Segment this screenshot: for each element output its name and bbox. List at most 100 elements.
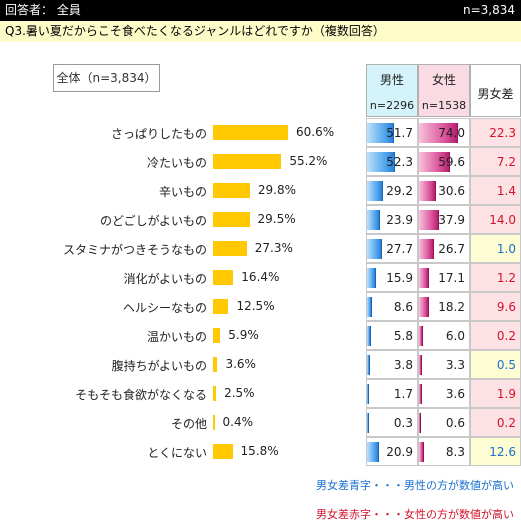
male-bar <box>367 326 371 346</box>
diff-value-label: 1.4 <box>496 184 516 198</box>
male-cell: 27.7 <box>366 234 418 263</box>
male-bar <box>367 239 383 259</box>
male-value-label: 15.9 <box>386 271 413 285</box>
male-cell: 8.6 <box>366 292 418 321</box>
male-bar <box>367 181 383 201</box>
overall-value-label: 60.6% <box>296 125 335 139</box>
female-value-label: 8.3 <box>445 445 465 459</box>
diff-cell: 1.2 <box>470 263 521 292</box>
respondent-count: n=3,834 <box>462 3 515 17</box>
female-bar <box>419 442 425 462</box>
overall-bar <box>213 212 250 227</box>
overall-bar <box>213 386 217 401</box>
category-label: スタミナがつきそうなもの <box>62 243 207 257</box>
female-bar <box>419 239 434 259</box>
overall-value-label: 27.3% <box>254 241 293 255</box>
male-cell: 23.9 <box>366 205 418 234</box>
question-bar: Q3.暑い夏だからこそ食べたくなるジャンルはどれですか（複数回答） <box>0 21 521 42</box>
male-value-label: 20.9 <box>386 445 413 459</box>
diff-value-label: 22.3 <box>489 126 516 140</box>
category-label: とくにない <box>147 446 207 460</box>
male-bar <box>367 355 370 375</box>
question-title: Q3.暑い夏だからこそ食べたくなるジャンルはどれですか（複数回答） <box>5 24 385 38</box>
female-bar <box>419 297 430 317</box>
male-cell: 29.2 <box>366 176 418 205</box>
respondent-label: 回答者： 全員 <box>5 3 81 17</box>
female-value-label: 37.9 <box>438 213 465 227</box>
overall-bar <box>213 154 282 169</box>
male-value-label: 51.7 <box>386 126 413 140</box>
female-cell: 74.0 <box>418 118 470 147</box>
male-cell: 52.3 <box>366 147 418 176</box>
diff-cell: 0.2 <box>470 408 521 437</box>
category-label: 消化がよいもの <box>123 272 207 286</box>
diff-value-label: 7.2 <box>496 155 516 169</box>
diff-cell: 0.5 <box>470 350 521 379</box>
male-cell: 15.9 <box>366 263 418 292</box>
male-bar <box>367 297 373 317</box>
category-label: 温かいもの <box>146 330 207 344</box>
category-label: 辛いもの <box>158 185 207 199</box>
overall-bar <box>213 299 229 314</box>
male-value-label: 8.6 <box>393 300 413 314</box>
male-header-title: 男性 <box>379 73 404 87</box>
overall-value-label: 3.6% <box>225 357 256 371</box>
diff-value-label: 12.6 <box>489 445 516 459</box>
female-header-n: n=1538 <box>421 99 467 112</box>
male-value-label: 29.2 <box>386 184 413 198</box>
diff-cell: 7.2 <box>470 147 521 176</box>
female-value-label: 6.0 <box>445 329 465 343</box>
diff-header-title: 男女差 <box>477 87 514 101</box>
female-value-label: 26.7 <box>438 242 465 256</box>
male-cell: 51.7 <box>366 118 418 147</box>
male-value-label: 27.7 <box>386 242 413 256</box>
diff-value-label: 0.2 <box>496 329 516 343</box>
female-cell: 17.1 <box>418 263 470 292</box>
overall-value-label: 0.4% <box>222 415 254 429</box>
category-label: 腹持ちがよいもの <box>111 359 207 373</box>
male-value-label: 52.3 <box>386 155 413 169</box>
female-cell: 8.3 <box>418 437 470 466</box>
diff-value-label: 14.0 <box>489 213 516 227</box>
female-value-label: 74.0 <box>438 126 465 140</box>
diff-cell: 22.3 <box>470 118 521 147</box>
diff-value-label: 9.6 <box>496 300 516 314</box>
male-cell: 20.9 <box>366 437 418 466</box>
respondent-bar: 回答者： 全員 n=3,834 <box>0 0 521 21</box>
legend-red: 男女差赤字・・・女性の方が数値が高い <box>316 508 514 521</box>
male-cell: 3.8 <box>366 350 418 379</box>
male-column-header: 男性 n=2296 <box>366 64 418 117</box>
diff-cell: 1.4 <box>470 176 521 205</box>
category-label: ヘルシーなもの <box>122 301 207 315</box>
male-cell: 0.3 <box>366 408 418 437</box>
male-cell: 1.7 <box>366 379 418 408</box>
male-bar <box>367 210 381 230</box>
male-bar <box>367 152 395 172</box>
female-bar <box>419 268 429 288</box>
overall-bar <box>213 241 247 256</box>
female-bar <box>419 413 421 433</box>
male-value-label: 23.9 <box>386 213 413 227</box>
diff-cell: 14.0 <box>470 205 521 234</box>
male-cell: 5.8 <box>366 321 418 350</box>
overall-value-label: 2.5% <box>224 386 255 400</box>
male-bar <box>367 268 377 288</box>
overall-bar <box>213 444 233 459</box>
female-cell: 3.6 <box>418 379 470 408</box>
diff-column-header: 男女差 <box>470 64 521 117</box>
female-bar <box>419 181 436 201</box>
diff-value-label: 0.2 <box>496 416 516 430</box>
female-cell: 3.3 <box>418 350 470 379</box>
diff-value-label: 0.5 <box>496 358 516 372</box>
total-sample-box: 全体（n=3,834） <box>53 64 160 92</box>
female-column-header: 女性 n=1538 <box>418 64 470 117</box>
diff-cell: 1.0 <box>470 234 521 263</box>
female-cell: 18.2 <box>418 292 470 321</box>
diff-value-label: 1.2 <box>496 271 516 285</box>
overall-bar <box>213 183 250 198</box>
overall-bar <box>213 415 215 430</box>
overall-value-label: 29.8% <box>257 183 296 197</box>
category-label: その他 <box>170 417 207 431</box>
female-value-label: 0.6 <box>445 416 465 430</box>
female-value-label: 3.6 <box>445 387 465 401</box>
